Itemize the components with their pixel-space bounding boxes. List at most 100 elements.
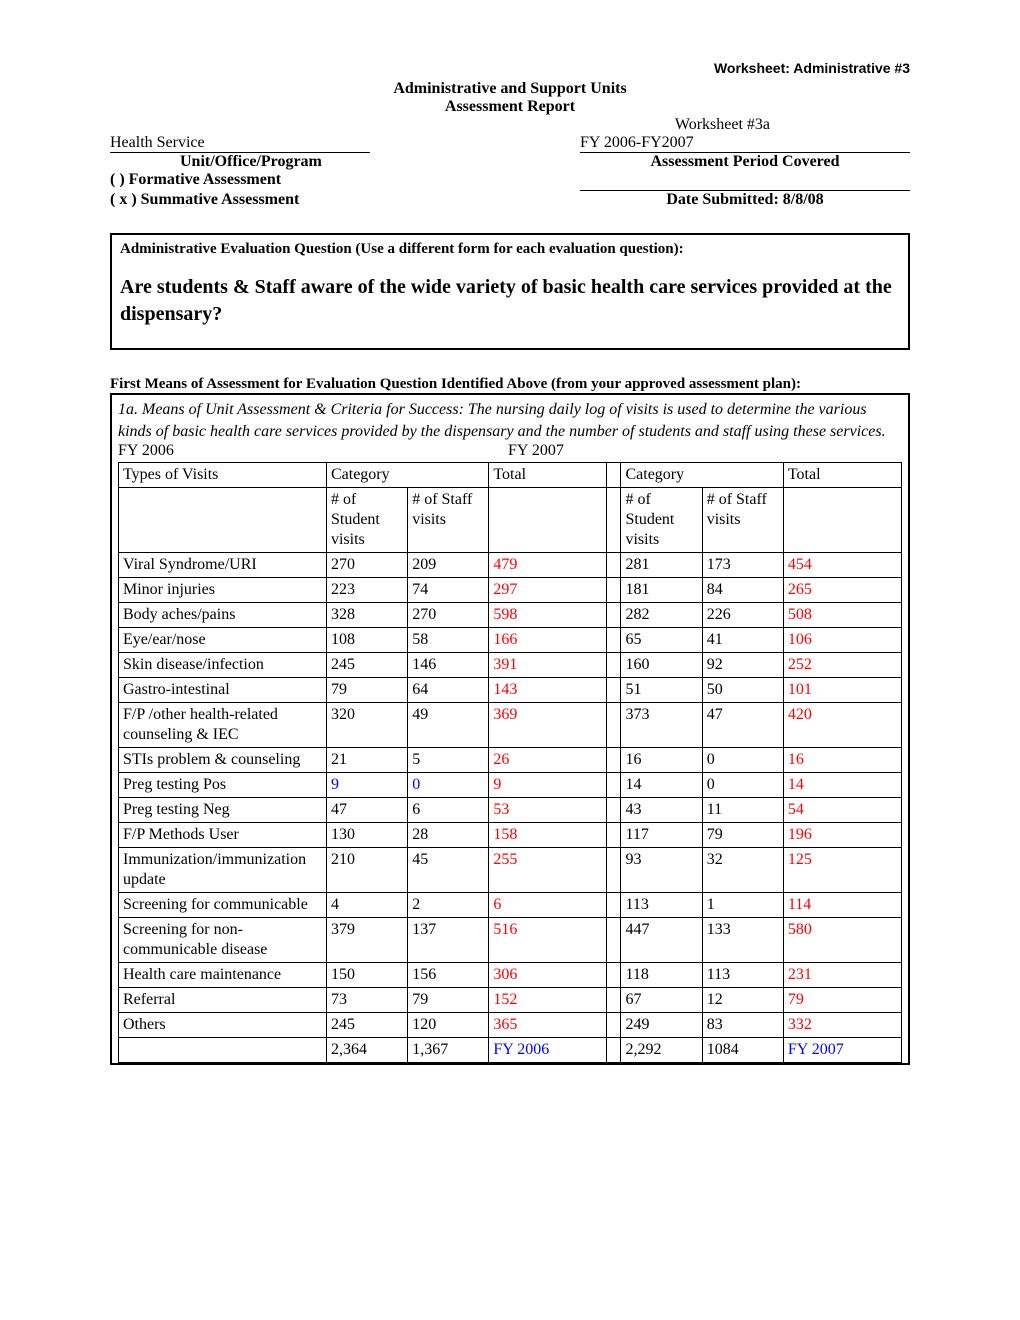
table-cell	[607, 963, 621, 988]
table-cell: 2,292	[621, 1038, 702, 1063]
table-cell: 114	[783, 893, 901, 918]
table-cell: 479	[489, 553, 607, 578]
table-cell: Minor injuries	[119, 578, 327, 603]
table-cell: 73	[326, 988, 407, 1013]
table-cell: 226	[702, 603, 783, 628]
table-cell: FY 2007	[783, 1038, 901, 1063]
table-cell: 133	[702, 918, 783, 963]
table-cell: 231	[783, 963, 901, 988]
table-cell	[607, 893, 621, 918]
table-row: Gastro-intestinal79641435150101	[119, 678, 902, 703]
table-cell: 9	[489, 773, 607, 798]
table-cell: 51	[621, 678, 702, 703]
table-cell: 16	[621, 748, 702, 773]
table-cell: 28	[408, 823, 489, 848]
table-cell: 365	[489, 1013, 607, 1038]
table-cell: 137	[408, 918, 489, 963]
table-cell: 146	[408, 653, 489, 678]
table-row: Viral Syndrome/URI270209479281173454	[119, 553, 902, 578]
visits-table: Types of VisitsCategoryTotalCategoryTota…	[118, 462, 902, 1063]
table-cell	[119, 488, 327, 553]
table-row: F/P /other health-related counseling & I…	[119, 703, 902, 748]
table-cell: 26	[489, 748, 607, 773]
table-cell: 160	[621, 653, 702, 678]
table-cell: 50	[702, 678, 783, 703]
table-cell: Category	[621, 463, 783, 488]
table-cell: 328	[326, 603, 407, 628]
table-cell: 47	[702, 703, 783, 748]
table-cell: 14	[621, 773, 702, 798]
table-cell	[489, 488, 607, 553]
blank-line	[580, 171, 910, 191]
table-cell: Total	[489, 463, 607, 488]
table-cell: 41	[702, 628, 783, 653]
table-cell: 245	[326, 1013, 407, 1038]
table-cell: 79	[702, 823, 783, 848]
table-cell: 297	[489, 578, 607, 603]
table-cell: 11	[702, 798, 783, 823]
eval-question: Are students & Staff aware of the wide v…	[120, 274, 900, 328]
table-cell: 196	[783, 823, 901, 848]
table-cell: 156	[408, 963, 489, 988]
table-cell: # of Student visits	[621, 488, 702, 553]
table-cell	[607, 603, 621, 628]
formative-check: ( ) Formative Assessment	[110, 171, 281, 191]
table-cell: 14	[783, 773, 901, 798]
table-cell: 21	[326, 748, 407, 773]
table-row: Skin disease/infection24514639116092252	[119, 653, 902, 678]
table-cell: 125	[783, 848, 901, 893]
table-cell	[607, 823, 621, 848]
table-cell: 245	[326, 653, 407, 678]
table-cell: 4	[326, 893, 407, 918]
table-cell: Immunization/immunization update	[119, 848, 327, 893]
table-cell: 113	[621, 893, 702, 918]
table-cell	[607, 553, 621, 578]
fy-2007-label: FY 2007	[508, 442, 902, 460]
table-row: Others24512036524983332	[119, 1013, 902, 1038]
table-cell: Health care maintenance	[119, 963, 327, 988]
table-cell: 79	[783, 988, 901, 1013]
table-cell: # of Staff visits	[408, 488, 489, 553]
table-cell: 420	[783, 703, 901, 748]
table-cell: 64	[408, 678, 489, 703]
assessment-period: FY 2006-FY2007	[580, 134, 910, 153]
table-row: Health care maintenance15015630611811323…	[119, 963, 902, 988]
table-cell: # of Student visits	[326, 488, 407, 553]
table-header-row: Types of VisitsCategoryTotalCategoryTota…	[119, 463, 902, 488]
table-row: Screening for non-communicable disease37…	[119, 918, 902, 963]
table-cell: 16	[783, 748, 901, 773]
table-cell: 454	[783, 553, 901, 578]
table-cell	[119, 1038, 327, 1063]
table-cell	[607, 578, 621, 603]
table-cell: 1	[702, 893, 783, 918]
table-cell	[607, 678, 621, 703]
table-cell: Total	[783, 463, 901, 488]
title-line1: Administrative and Support Units	[110, 80, 910, 98]
table-cell: 2	[408, 893, 489, 918]
table-cell: 1084	[702, 1038, 783, 1063]
table-cell: 369	[489, 703, 607, 748]
table-cell: 106	[783, 628, 901, 653]
table-row: Eye/ear/nose108581666541106	[119, 628, 902, 653]
eval-box-label: Administrative Evaluation Question (Use …	[120, 241, 900, 258]
table-cell: 152	[489, 988, 607, 1013]
table-cell: 181	[621, 578, 702, 603]
table-cell: 255	[489, 848, 607, 893]
table-cell	[783, 488, 901, 553]
table-cell: 93	[621, 848, 702, 893]
table-cell: Body aches/pains	[119, 603, 327, 628]
summative-check: ( x ) Summative Assessment	[110, 191, 299, 209]
table-cell: Category	[326, 463, 488, 488]
table-cell: 173	[702, 553, 783, 578]
table-row: Minor injuries2237429718184265	[119, 578, 902, 603]
table-cell: FY 2006	[489, 1038, 607, 1063]
table-cell: 320	[326, 703, 407, 748]
table-cell: 508	[783, 603, 901, 628]
table-cell: 332	[783, 1013, 901, 1038]
table-cell: 53	[489, 798, 607, 823]
table-cell: 79	[326, 678, 407, 703]
table-cell: 0	[702, 773, 783, 798]
table-row: Referral7379152671279	[119, 988, 902, 1013]
table-cell: 252	[783, 653, 901, 678]
table-cell: 84	[702, 578, 783, 603]
